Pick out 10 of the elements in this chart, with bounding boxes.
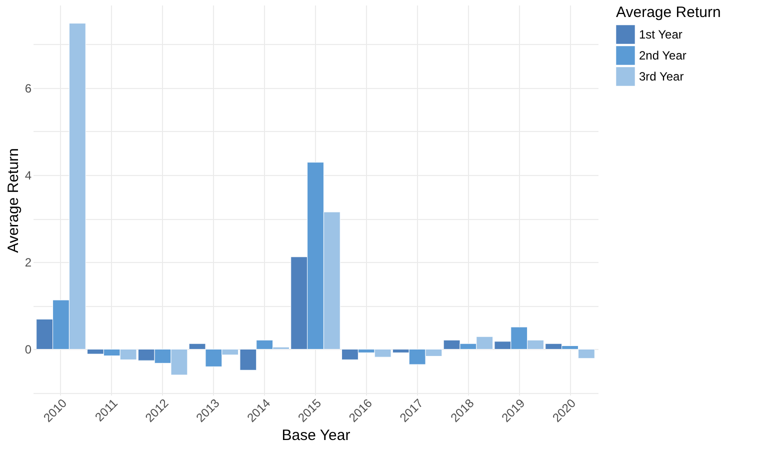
legend-title: Average Return bbox=[616, 4, 721, 21]
legend-label: 1st Year bbox=[639, 28, 682, 42]
y-tick-label: 0 bbox=[24, 342, 32, 357]
y-tick-label: 2 bbox=[24, 256, 32, 270]
legend-label: 2nd Year bbox=[639, 48, 686, 62]
y-tick-label: 4 bbox=[24, 168, 32, 182]
legend-label: 3rd Year bbox=[639, 70, 684, 84]
y-axis-title: Average Return bbox=[4, 148, 22, 253]
x-axis-title: Base Year bbox=[282, 427, 350, 444]
y-tick-label: 6 bbox=[24, 81, 32, 96]
